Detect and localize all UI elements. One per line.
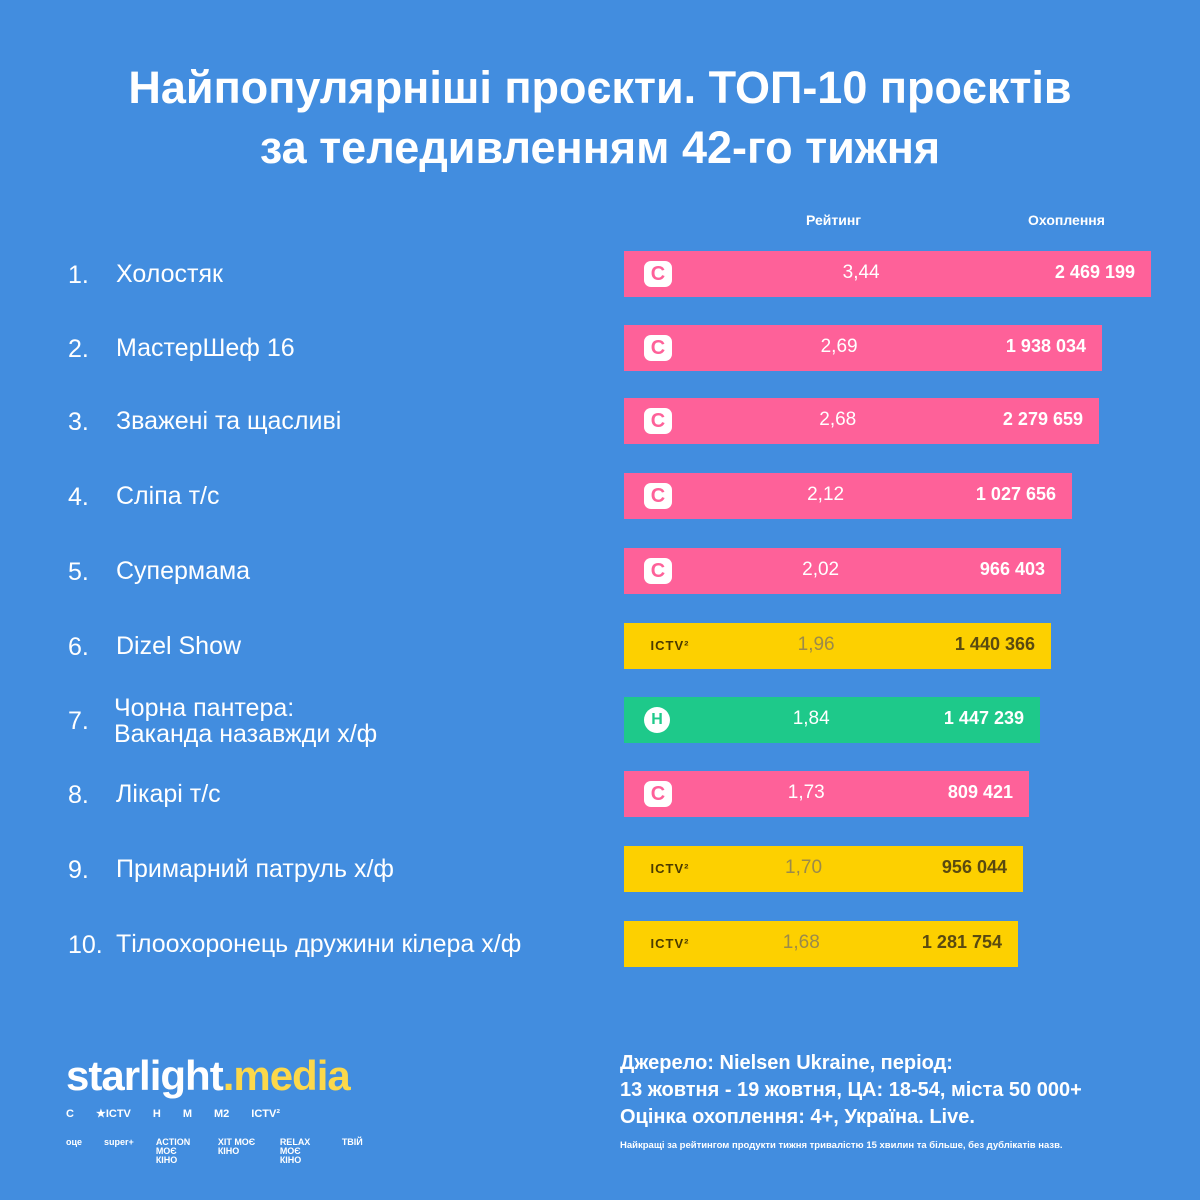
rating-bar: ICTV² 1,68 1 281 754: [624, 921, 1018, 967]
project-name: МастерШеф 16: [116, 334, 295, 362]
rating-value: 2,12: [807, 484, 845, 505]
source-line-1: Джерело: Nielsen Ukraine, період:: [620, 1052, 953, 1074]
ranking-row: 9. Примарний патруль х/ф ICTV² 1,70 956 …: [0, 846, 1200, 892]
channel-icon-c: С: [644, 408, 672, 434]
page-title: Найпопулярніші проєкти. ТОП-10 проєктів …: [0, 58, 1200, 178]
rank-number: 8.: [68, 781, 89, 809]
rating-value: 1,68: [782, 932, 820, 953]
rating-value: 2,68: [819, 409, 857, 430]
rating-value: 1,84: [792, 708, 830, 729]
project-name: Зважені та щасливі: [116, 407, 342, 435]
channel-logo: RELAX МОЄ КІНО: [279, 1137, 311, 1165]
channel-icon-c: С: [644, 558, 672, 584]
rating-value: 3,44: [842, 262, 880, 283]
reach-value: 809 421: [947, 782, 1013, 802]
rating-bar: ICTV² 1,96 1 440 366: [624, 623, 1051, 669]
channel-logos-row-2: оце super+ ACTION МОЄ КІНО ХІТ МОЄ КІНО RELA…: [66, 1138, 363, 1165]
project-name: Тілоохоронець дружини кілера х/ф: [116, 930, 522, 958]
ranking-row: 6. Dizel Show ICTV² 1,96 1 440 366: [0, 623, 1200, 669]
reach-value: 1 938 034: [1005, 336, 1086, 356]
rating-value: 2,02: [802, 559, 840, 580]
channel-logo: ICTV²: [251, 1108, 281, 1120]
rank-number: 5.: [68, 558, 89, 586]
reach-value: 956 044: [941, 857, 1007, 877]
rank-number: 10.: [68, 931, 103, 959]
channel-icon-c: С: [644, 261, 672, 287]
rank-number: 9.: [68, 856, 89, 884]
project-name: Сліпа т/с: [116, 482, 220, 510]
rating-value: 1,96: [797, 634, 835, 655]
channel-logo: ХІТ МОЄ КІНО: [217, 1137, 256, 1156]
project-name: Чорна пантера: Ваканда назавжди х/ф: [114, 694, 378, 748]
ranking-row: 3. Зважені та щасливі С 2,68 2 279 659: [0, 398, 1200, 444]
ranking-row: 4. Сліпа т/с С 2,12 1 027 656: [0, 473, 1200, 519]
ranking-row: 10. Тілоохоронець дружини кілера х/ф ICT…: [0, 921, 1200, 967]
rank-number: 4.: [68, 483, 89, 511]
rating-bar: Н 1,84 1 447 239: [624, 697, 1040, 743]
rating-bar: ICTV² 1,70 956 044: [624, 846, 1023, 892]
rating-value: 2,69: [820, 336, 858, 357]
rating-value: 1,73: [787, 782, 825, 803]
channel-logo: М: [182, 1108, 192, 1120]
project-name: Супермама: [116, 557, 251, 585]
channel-logo: ★ICTV: [95, 1108, 131, 1120]
channel-icon-ictv: ICTV²: [650, 861, 690, 876]
project-name: Dizel Show: [116, 632, 242, 660]
reach-value: 2 469 199: [1054, 262, 1135, 282]
channel-logo: ACTION МОЄ КІНО: [155, 1137, 191, 1165]
channel-logo: Н: [152, 1108, 161, 1120]
reach-value: 1 447 239: [943, 708, 1024, 728]
channel-logo: М2: [214, 1108, 230, 1120]
footnote: Найкращі за рейтингом продукти тижня три…: [620, 1140, 1063, 1151]
project-name: Примарний патруль х/ф: [116, 855, 395, 883]
channel-icon-c: С: [644, 335, 672, 361]
rating-bar: С 3,44 2 469 199: [624, 251, 1151, 297]
rating-bar: С 2,69 1 938 034: [624, 325, 1102, 371]
rating-bar: С 2,02 966 403: [624, 548, 1061, 594]
channel-logo: С: [66, 1108, 74, 1120]
source-info: Джерело: Nielsen Ukraine, період: 13 жов…: [620, 1050, 1082, 1131]
channel-icon-ictv: ICTV²: [650, 638, 690, 653]
source-line-2: 13 жовтня - 19 жовтня, ЦА: 18-54, міста …: [620, 1079, 1082, 1101]
channel-logo: оце: [66, 1137, 83, 1147]
project-name: Лікарі т/с: [116, 780, 221, 808]
channel-icon-ictv: ICTV²: [650, 936, 690, 951]
column-header-reach: Охоплення: [1028, 212, 1105, 228]
rank-number: 3.: [68, 408, 89, 436]
ranking-row: 5. Супермама С 2,02 966 403: [0, 548, 1200, 594]
rating-bar: С 2,12 1 027 656: [624, 473, 1072, 519]
source-line-3: Оцінка охоплення: 4+, Україна. Live.: [620, 1106, 975, 1128]
channel-logo: super+: [104, 1137, 134, 1147]
reach-value: 1 281 754: [921, 932, 1002, 952]
rank-number: 6.: [68, 633, 89, 661]
rating-bar: С 2,68 2 279 659: [624, 398, 1099, 444]
channel-icon-n: Н: [644, 707, 670, 733]
rating-bar: С 1,73 809 421: [624, 771, 1029, 817]
reach-value: 1 027 656: [975, 484, 1056, 504]
title-line-1: Найпопулярніші проєкти. ТОП-10 проєктів: [128, 62, 1072, 113]
ranking-row: 7. Чорна пантера: Ваканда назавжди х/ф Н …: [0, 695, 1200, 747]
project-name: Холостяк: [116, 260, 223, 288]
channel-logo: ТВІЙ: [341, 1137, 363, 1147]
rank-number: 1.: [68, 261, 89, 289]
starlight-media-logo: starlight.media: [66, 1052, 351, 1099]
title-line-2: за теледивленням 42-го тижня: [259, 122, 941, 173]
ranking-row: 2. МастерШеф 16 С 2,69 1 938 034: [0, 325, 1200, 371]
column-header-rating: Рейтинг: [806, 212, 862, 228]
channel-icon-c: С: [644, 781, 672, 807]
ranking-row: 1. Холостяк С 3,44 2 469 199: [0, 251, 1200, 297]
rank-number: 2.: [68, 335, 89, 363]
channel-icon-c: С: [644, 483, 672, 509]
reach-value: 966 403: [979, 559, 1045, 579]
rating-value: 1,70: [785, 857, 823, 878]
ranking-row: 8. Лікарі т/с С 1,73 809 421: [0, 771, 1200, 817]
reach-value: 1 440 366: [954, 634, 1035, 654]
channel-logos-row-1: С ★ICTV Н М М2 ICTV²: [66, 1108, 281, 1120]
reach-value: 2 279 659: [1002, 409, 1083, 429]
rank-number: 7.: [68, 707, 89, 735]
